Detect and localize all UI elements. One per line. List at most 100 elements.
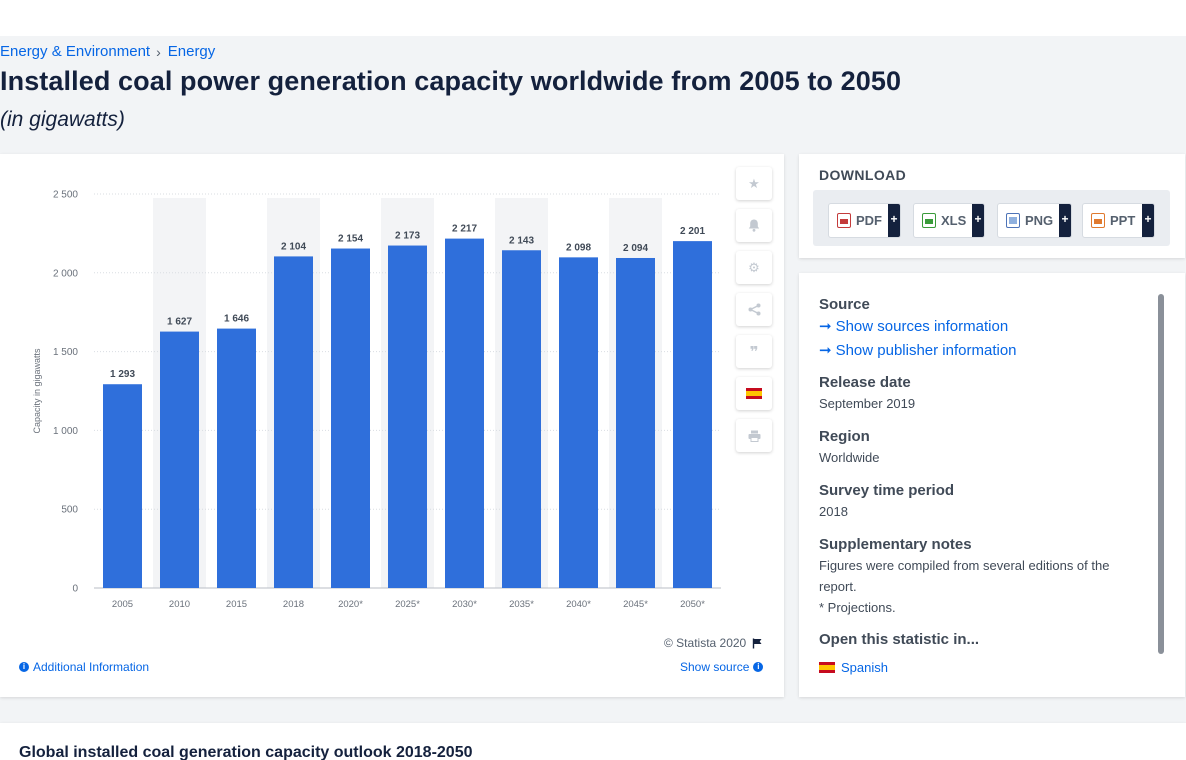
survey-period-value: 2018 — [819, 504, 848, 519]
xls-file-icon — [922, 213, 936, 228]
show-sources-label: Show sources information — [835, 318, 1009, 335]
chevron-right-icon: › — [156, 43, 161, 60]
bar — [502, 250, 541, 589]
data-label: 2 094 — [623, 243, 648, 254]
download-png-button[interactable]: PNG + — [997, 203, 1072, 238]
breadcrumb: Energy & Environment › Energy — [0, 43, 215, 60]
survey-period-heading: Survey time period — [819, 482, 955, 499]
data-label: 2 217 — [452, 224, 477, 235]
breadcrumb-link-energy-environment[interactable]: Energy & Environment — [0, 43, 151, 60]
bar — [160, 331, 199, 588]
show-publisher-link[interactable]: ➞ Show publisher information — [819, 339, 1149, 363]
data-label: 1 627 — [167, 317, 192, 328]
quote-icon[interactable]: ❞ — [736, 335, 772, 368]
bar — [103, 384, 142, 588]
bell-icon[interactable] — [736, 209, 772, 242]
additional-information-link[interactable]: i Additional Information — [19, 660, 149, 674]
ppt-file-icon — [1091, 213, 1105, 228]
y-tick-label: 0 — [72, 584, 78, 595]
data-label: 2 143 — [509, 235, 534, 246]
top-bar — [0, 0, 1186, 36]
spanish-label: Spanish — [841, 660, 888, 675]
supplementary-notes-projections: * Projections. — [819, 600, 896, 615]
x-tick-label: 2040* — [566, 599, 591, 610]
x-tick-label: 2010 — [169, 599, 190, 610]
page-subtitle: (in gigawatts) — [0, 108, 125, 131]
show-publisher-label: Show publisher information — [835, 342, 1017, 359]
x-tick-label: 2030* — [452, 599, 477, 610]
gear-icon[interactable]: ⚙ — [736, 251, 772, 284]
png-file-icon — [1006, 213, 1020, 228]
copyright: © Statista 2020 — [664, 636, 763, 650]
copyright-text: © Statista 2020 — [664, 636, 747, 650]
spanish-flag-icon — [819, 662, 835, 673]
bar — [217, 328, 256, 588]
data-label: 1 646 — [224, 314, 249, 325]
supplementary-notes-text: Figures were compiled from several editi… — [819, 558, 1110, 594]
share-icon[interactable] — [736, 293, 772, 326]
star-icon[interactable]: ★ — [736, 167, 772, 200]
x-tick-label: 2005 — [112, 599, 133, 610]
page-title: Installed coal power generation capacity… — [0, 66, 902, 96]
bar — [331, 248, 370, 588]
additional-information-label: Additional Information — [33, 660, 150, 674]
download-xls-button[interactable]: XLS + — [913, 203, 985, 238]
scrollbar[interactable] — [1158, 294, 1164, 654]
related-statistic-title[interactable]: Global installed coal generation capacit… — [19, 744, 473, 760]
x-tick-label: 2018 — [283, 599, 304, 610]
download-bar: PDF + XLS + PNG + PPT + — [813, 190, 1170, 246]
download-pdf-label: PDF — [856, 213, 882, 228]
release-date-value: September 2019 — [819, 396, 916, 411]
data-label: 2 098 — [566, 242, 591, 253]
data-label: 1 293 — [110, 369, 135, 380]
region-heading: Region — [819, 428, 870, 445]
source-heading: Source — [819, 296, 870, 313]
print-icon[interactable] — [736, 419, 772, 452]
pdf-file-icon — [837, 213, 851, 228]
show-source-link[interactable]: Show source i — [680, 660, 764, 674]
plus-icon: + — [888, 204, 900, 237]
bar — [388, 245, 427, 588]
data-label: 2 104 — [281, 241, 306, 252]
y-tick-label: 1 000 — [53, 426, 78, 437]
download-title: DOWNLOAD — [819, 167, 907, 183]
supplementary-notes-heading: Supplementary notes — [819, 536, 972, 553]
release-date-heading: Release date — [819, 374, 911, 391]
bar — [274, 256, 313, 588]
y-tick-label: 500 — [61, 505, 78, 516]
related-statistic-card: Global installed coal generation capacit… — [0, 723, 1186, 760]
download-xls-label: XLS — [941, 213, 967, 228]
bar — [559, 257, 598, 588]
breadcrumb-link-energy[interactable]: Energy — [167, 43, 216, 60]
x-tick-label: 2025* — [395, 599, 420, 610]
open-in-spanish-link[interactable]: Spanish — [819, 660, 1149, 675]
bar-chart: 0 500 1 000 1 500 2 000 2 500 Capacity in giga… — [32, 190, 721, 610]
plus-icon: + — [1142, 204, 1154, 237]
details-scroll-area[interactable]: Source ➞ Show sources information ➞ Show… — [819, 295, 1149, 675]
chart-tools: ★ ⚙ ❞ — [736, 167, 772, 461]
x-tick-label: 2050* — [680, 599, 705, 610]
x-tick-label: 2015 — [226, 599, 247, 610]
spanish-flag-icon[interactable] — [736, 377, 772, 410]
data-label: 2 173 — [395, 231, 420, 242]
bar — [673, 241, 712, 588]
y-axis-title: Capacity in gigawatts — [32, 348, 42, 434]
chart-card: 0 500 1 000 1 500 2 000 2 500 Capacity in giga… — [0, 154, 784, 697]
info-icon: i — [19, 662, 29, 672]
arrow-right-icon: ➞ — [819, 342, 832, 359]
data-label: 2 154 — [338, 234, 363, 245]
download-ppt-button[interactable]: PPT + — [1082, 203, 1155, 238]
bar — [616, 257, 655, 588]
download-card: DOWNLOAD PDF + XLS + PNG + PPT + — [799, 154, 1185, 258]
show-sources-link[interactable]: ➞ Show sources information — [819, 315, 1149, 339]
download-png-label: PNG — [1025, 213, 1054, 228]
bar — [445, 238, 484, 588]
details-card: Source ➞ Show sources information ➞ Show… — [799, 273, 1185, 697]
region-value: Worldwide — [819, 450, 880, 465]
flag-report-icon[interactable] — [752, 638, 763, 649]
arrow-right-icon: ➞ — [819, 318, 832, 335]
info-icon: i — [753, 662, 764, 672]
plus-icon: + — [972, 204, 984, 237]
download-pdf-button[interactable]: PDF + — [828, 203, 901, 238]
plus-icon: + — [1059, 204, 1071, 237]
